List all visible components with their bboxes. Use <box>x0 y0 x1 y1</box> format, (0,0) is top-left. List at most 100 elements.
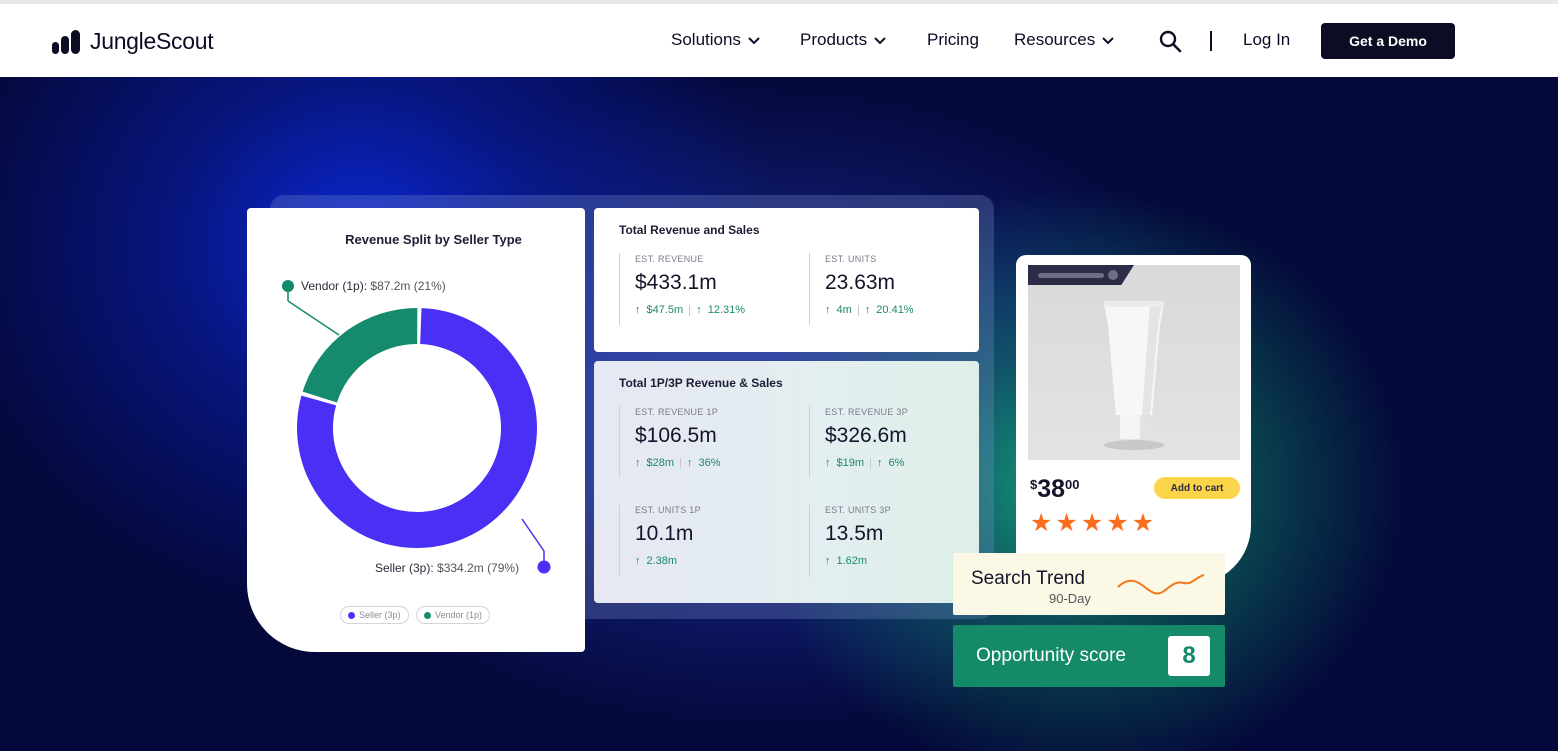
metric-value: 23.63m <box>825 271 896 294</box>
metric-revenue-1p: EST. REVENUE 1P $106.5m ↑ $28m ↑ 36% <box>635 407 721 469</box>
metric-value: $326.6m <box>825 424 907 447</box>
lotion-tube-icon <box>1104 301 1164 450</box>
get-demo-button[interactable]: Get a Demo <box>1321 23 1455 59</box>
metric-divider <box>619 253 620 325</box>
metric-est-units: EST. UNITS 23.63m ↑ 4m ↑ 20.41% <box>825 254 914 316</box>
opportunity-score-label: Opportunity score <box>976 645 1126 666</box>
revenue-split-card: Revenue Split by Seller Type Vendor (1p)… <box>247 208 585 652</box>
seller-callout: Seller (3p): $334.2m (79%) <box>375 561 519 575</box>
price-currency: $ <box>1030 477 1038 492</box>
rating-stars: ★★★★★ <box>1030 511 1157 536</box>
logo-text: JungleScout <box>90 28 214 54</box>
up-arrow-icon: ↑ <box>635 457 641 469</box>
nav-pricing[interactable]: Pricing <box>927 30 979 50</box>
login-label: Log In <box>1243 30 1291 49</box>
price-main: 38 <box>1037 475 1066 503</box>
metric-divider <box>619 406 620 478</box>
change-pct: 36% <box>698 457 721 469</box>
donut-slice-vendor-1p[interactable] <box>302 308 418 403</box>
search-icon[interactable] <box>1158 29 1182 53</box>
legend-seller-dot <box>348 611 355 619</box>
vendor-leader-line-diag <box>287 300 340 336</box>
search-trend-title: Search Trend <box>971 568 1086 589</box>
star-icon: ★ <box>1055 509 1081 537</box>
legend-seller-label: Seller (3p) <box>359 610 401 620</box>
metric-label: EST. REVENUE 1P <box>635 407 719 417</box>
vendor-callout-label: Vendor (1p): <box>301 279 368 293</box>
up-arrow-icon: ↑ <box>825 304 831 316</box>
vendor-callout: Vendor (1p): $87.2m (21%) <box>301 279 446 293</box>
up-arrow-icon: ↑ <box>877 457 883 469</box>
metric-divider <box>809 406 810 478</box>
star-icon: ★ <box>1080 509 1107 537</box>
change-abs: $47.5m <box>646 304 684 316</box>
change-separator <box>857 304 859 316</box>
metric-change: ↑ 1.62m <box>825 555 891 567</box>
metric-revenue-3p: EST. REVENUE 3P $326.6m ↑ $19m ↑ 6% <box>825 407 908 469</box>
metric-divider <box>809 253 810 325</box>
chevron-down-icon <box>874 37 886 45</box>
seller-leader-line <box>521 518 545 552</box>
nav-products[interactable]: Products <box>800 30 887 50</box>
image-header-bar <box>1028 265 1134 285</box>
trend-line-icon <box>1117 574 1205 595</box>
metric-label: EST. UNITS <box>825 254 877 264</box>
metric-change: ↑ 2.38m <box>635 555 701 567</box>
chevron-down-icon <box>1102 37 1114 45</box>
donut-slice-seller-3p[interactable] <box>297 308 537 548</box>
add-to-cart-button[interactable]: Add to cart <box>1154 477 1240 499</box>
product-image <box>1028 265 1240 460</box>
legend-vendor[interactable]: Vendor (1p) <box>416 606 491 624</box>
donut-chart <box>282 280 551 574</box>
metric-label: EST. REVENUE <box>635 254 704 264</box>
nav-pricing-label: Pricing <box>927 30 979 49</box>
price-cents: 00 <box>1065 477 1080 492</box>
total-revenue-card: Total Revenue and Sales EST. REVENUE $43… <box>594 208 979 352</box>
change-pct: 12.31% <box>707 304 746 316</box>
nav-solutions[interactable]: Solutions <box>671 30 761 50</box>
revenue-split-title: Revenue Split by Seller Type <box>345 232 522 247</box>
up-arrow-icon: ↑ <box>696 304 702 316</box>
legend-vendor-label: Vendor (1p) <box>435 610 483 620</box>
logo[interactable]: JungleScout <box>52 28 214 55</box>
change-abs: $19m <box>836 457 865 469</box>
opportunity-score-value: 8 <box>1168 636 1210 676</box>
vendor-leader-dot <box>282 280 294 292</box>
metric-value: $433.1m <box>635 271 717 294</box>
search-trend-subtitle: 90-Day <box>1049 591 1091 606</box>
change-abs: 4m <box>836 304 852 316</box>
metric-label: EST. UNITS 3P <box>825 505 891 515</box>
metric-value: 10.1m <box>635 522 694 545</box>
login-link[interactable]: Log In <box>1243 30 1290 50</box>
metric-divider <box>619 505 620 577</box>
total-revenue-title: Total Revenue and Sales <box>619 223 760 237</box>
vendor-callout-value: $87.2m (21%) <box>370 279 446 293</box>
nav-resources[interactable]: Resources <box>1014 30 1115 50</box>
metric-change: ↑ $19m ↑ 6% <box>825 457 908 469</box>
up-arrow-icon: ↑ <box>687 457 693 469</box>
metric-units-3p: EST. UNITS 3P 13.5m ↑ 1.62m <box>825 505 891 567</box>
chevron-down-icon <box>748 37 760 45</box>
seller-callout-label: Seller (3p): <box>375 561 434 575</box>
change-separator <box>870 457 872 469</box>
legend-vendor-dot <box>424 611 431 619</box>
product-price: $ 38 00 <box>1030 475 1080 504</box>
change-pct: 20.41% <box>876 304 914 316</box>
change-separator <box>689 304 691 316</box>
change-abs: 2.38m <box>646 555 678 567</box>
metric-label: EST. REVENUE 3P <box>825 407 909 417</box>
nav-products-label: Products <box>800 30 868 49</box>
nav-solutions-label: Solutions <box>671 30 741 49</box>
nav-divider <box>1210 31 1212 51</box>
star-icon: ★ <box>1030 509 1056 537</box>
legend-seller[interactable]: Seller (3p) <box>340 606 409 624</box>
logo-bars-icon <box>52 29 80 54</box>
split-revenue-card: Total 1P/3P Revenue & Sales EST. REVENUE… <box>594 361 979 603</box>
change-abs: $28m <box>646 457 675 469</box>
up-arrow-icon: ↑ <box>635 304 641 316</box>
seller-callout-value: $334.2m (79%) <box>437 561 520 575</box>
top-nav: JungleScout Solutions Products Pricing R… <box>0 4 1558 77</box>
up-arrow-icon: ↑ <box>825 457 831 469</box>
product-card: $ 38 00 Add to cart ★★★★★ <box>1016 255 1251 585</box>
search-trend-box: Search Trend 90-Day <box>953 553 1225 615</box>
